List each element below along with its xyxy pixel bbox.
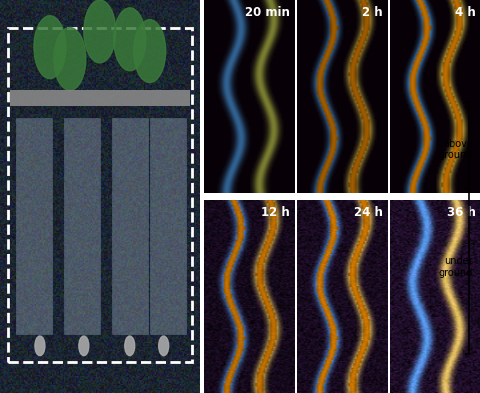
Text: 12 h: 12 h bbox=[261, 206, 290, 219]
Bar bbox=[10, 90, 190, 106]
Text: 24 h: 24 h bbox=[354, 206, 383, 219]
Circle shape bbox=[84, 0, 116, 63]
Text: above
ground: above ground bbox=[438, 139, 473, 160]
Circle shape bbox=[134, 20, 166, 83]
Bar bbox=[112, 118, 148, 334]
Text: 2 h: 2 h bbox=[362, 6, 383, 19]
Text: 20 min: 20 min bbox=[245, 6, 290, 19]
Circle shape bbox=[79, 336, 89, 356]
Circle shape bbox=[35, 336, 45, 356]
Bar bbox=[16, 118, 52, 334]
Circle shape bbox=[159, 336, 168, 356]
Bar bbox=[64, 118, 100, 334]
Circle shape bbox=[54, 28, 86, 90]
Circle shape bbox=[125, 336, 135, 356]
Text: under
ground: under ground bbox=[438, 257, 473, 278]
Bar bbox=[8, 28, 192, 362]
Text: 4 h: 4 h bbox=[455, 6, 476, 19]
Text: 36 h: 36 h bbox=[446, 206, 476, 219]
Circle shape bbox=[34, 16, 66, 79]
Circle shape bbox=[114, 8, 146, 71]
Bar bbox=[150, 118, 186, 334]
